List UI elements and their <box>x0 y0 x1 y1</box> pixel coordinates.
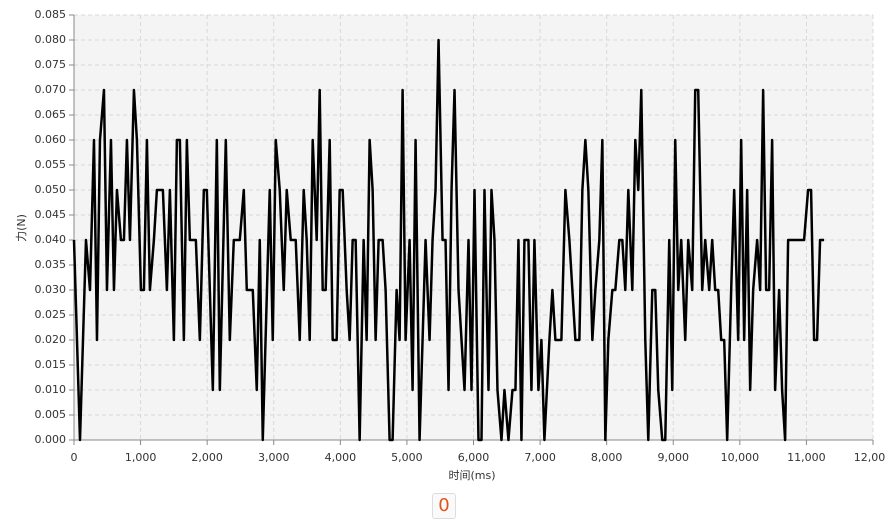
y-tick-label: 0.075 <box>35 58 67 71</box>
y-tick-label: 0.015 <box>35 358 67 371</box>
x-tick-label: 10,000 <box>721 451 760 464</box>
y-tick-label: 0.060 <box>35 133 67 146</box>
chart: 时间(ms) 力(N) 0.000 0.005 0.010 0.015 0.020 0.0… <box>15 8 886 482</box>
y-tick-label: 0.010 <box>35 383 67 396</box>
x-axis-label: 时间(ms) <box>448 469 495 482</box>
y-tick-label: 0.050 <box>35 183 67 196</box>
x-tick-label: 6,000 <box>458 451 490 464</box>
y-tick-label: 0.000 <box>35 433 67 446</box>
x-tick-label: 4,000 <box>325 451 357 464</box>
reset-button[interactable]: 0 <box>432 493 456 519</box>
x-tick-label: 11,000 <box>787 451 826 464</box>
x-tick-label: 8,000 <box>591 451 623 464</box>
y-tick-label: 0.040 <box>35 233 67 246</box>
y-tick-label: 0.045 <box>35 208 67 221</box>
x-tick-label: 9,000 <box>658 451 690 464</box>
x-tick-label: 1,000 <box>125 451 157 464</box>
data-line <box>72 38 825 442</box>
y-tick-label: 0.005 <box>35 408 67 421</box>
y-tick-label: 0.080 <box>35 33 67 46</box>
y-tick-label: 0.020 <box>35 333 67 346</box>
x-tick-label: 7,000 <box>524 451 556 464</box>
y-tick-label: 0.065 <box>35 108 67 121</box>
y-tick-label: 0.030 <box>35 283 67 296</box>
x-tick-label: 2,000 <box>191 451 223 464</box>
y-tick-label: 0.070 <box>35 83 67 96</box>
x-tick-label: 12,000 <box>854 451 886 464</box>
x-tick-label: 5,000 <box>391 451 423 464</box>
x-tick-label: 3,000 <box>258 451 290 464</box>
y-tick-label: 0.025 <box>35 308 67 321</box>
y-tick-label: 0.085 <box>35 8 67 21</box>
x-tick-label: 0 <box>71 451 78 464</box>
y-tick-label: 0.055 <box>35 158 67 171</box>
y-axis-label: 力(N) <box>15 214 28 242</box>
y-tick-label: 0.035 <box>35 258 67 271</box>
